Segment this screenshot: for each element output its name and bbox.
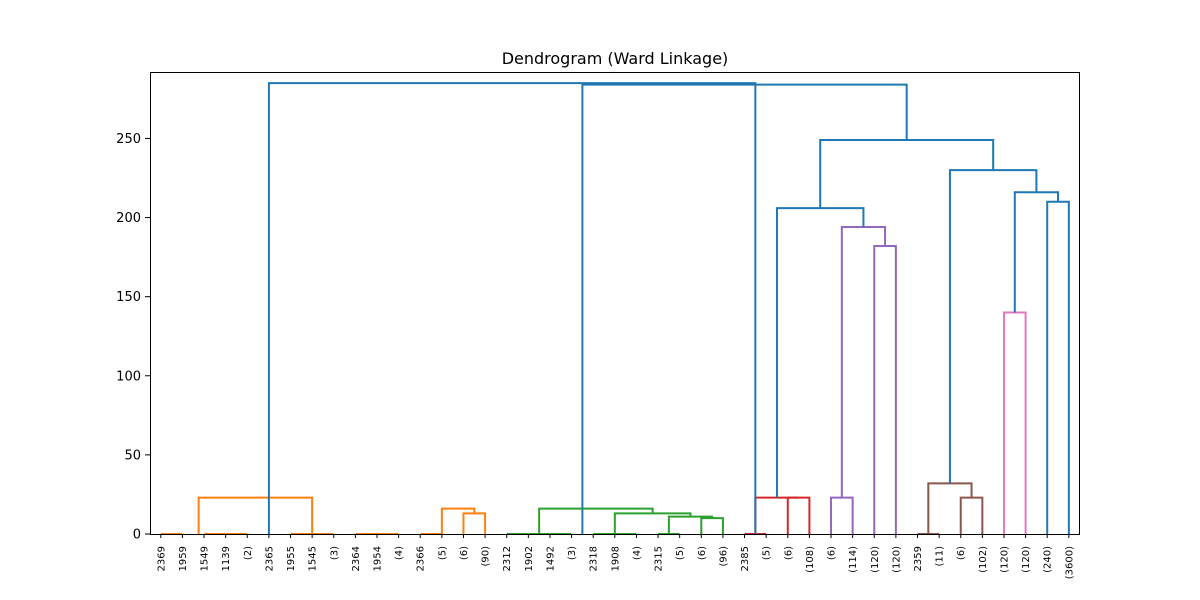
y-tick-label: 100: [116, 369, 141, 384]
leaf-label: (108): [805, 546, 816, 573]
leaf-label: (120): [999, 546, 1010, 573]
dendrogram-merge-link: [581, 83, 908, 534]
leaf-label: (6): [783, 546, 794, 560]
leaf-label: (240): [1043, 546, 1054, 573]
dendrogram-merge-link: [959, 496, 984, 534]
leaf-label: (5): [675, 546, 686, 560]
dendrogram-merge-link: [462, 512, 487, 534]
dendrogram-merge-link: [700, 517, 724, 534]
leaf-label: (114): [848, 546, 859, 573]
leaf-label: (102): [978, 546, 989, 573]
leaf-label: (5): [762, 546, 773, 560]
leaf-label: (4): [632, 546, 643, 560]
y-tick-label: 150: [116, 290, 141, 305]
leaf-label: 1139: [221, 546, 232, 571]
dendrogram-merge-link: [840, 226, 887, 498]
dendrogram-merge-link: [1002, 311, 1027, 534]
dendrogram-merge-link: [667, 515, 714, 534]
leaf-label: 1902: [524, 546, 535, 571]
y-axis: 0 50 100 150 200 250: [116, 132, 150, 543]
y-tick-label: 50: [124, 448, 141, 463]
leaf-label: (3600): [1064, 546, 1075, 579]
dendrogram-merge-link: [440, 507, 476, 534]
plot-frame: [150, 72, 1080, 535]
leaf-label: (6): [956, 546, 967, 560]
dendrogram-merge-link: [267, 82, 757, 534]
leaf-label: (120): [891, 546, 902, 573]
dendrogram-merge-link: [830, 496, 854, 534]
y-tick-label: 0: [133, 528, 141, 543]
leaf-label: 1492: [545, 546, 556, 571]
x-axis: 2369 1959 1549 1139 (2) 2365 1955 1545 (3) 2364 19…: [156, 534, 1075, 579]
dendrogram-merge-link: [819, 139, 995, 209]
leaf-label: 2365: [264, 546, 275, 571]
dendrogram-merge-link: [775, 207, 865, 498]
leaf-label: 1545: [308, 546, 319, 571]
leaf-label: 1549: [200, 546, 211, 571]
dendrogram-merge-link: [613, 512, 692, 534]
leaf-label: (90): [481, 546, 492, 567]
dendrogram-merge-link: [754, 496, 799, 534]
y-tick-label: 200: [116, 211, 141, 226]
leaf-label: (6): [697, 546, 708, 560]
dendrogram-merge-link: [873, 245, 897, 534]
leaf-label: 1959: [178, 546, 189, 571]
leaf-label: 2369: [156, 546, 167, 571]
dendrogram-merge-link: [948, 169, 1038, 484]
leaf-label: (2): [243, 546, 254, 560]
leaf-label: 1954: [373, 546, 384, 571]
dendrogram-merge-link: [197, 496, 314, 534]
leaf-label: 1955: [286, 546, 297, 571]
leaf-label: 2315: [654, 546, 665, 571]
leaf-label: 1908: [610, 546, 621, 571]
leaf-label: (3): [567, 546, 578, 560]
leaf-label: (6): [459, 546, 470, 560]
dendrogram-merge-link: [786, 496, 811, 534]
y-tick-label: 250: [116, 132, 141, 147]
leaf-label: (6): [827, 546, 838, 560]
dendrogram-merge-link: [927, 482, 973, 534]
dendrogram-merge-link: [538, 507, 654, 534]
leaf-label: 2312: [502, 546, 513, 571]
leaf-label: 2366: [416, 546, 427, 571]
dendrogram-links: [160, 82, 1070, 535]
dendrogram-merge-link: [1013, 191, 1060, 313]
leaf-label: 2364: [351, 546, 362, 571]
leaf-label: 2359: [913, 546, 924, 571]
leaf-label: (11): [935, 546, 946, 567]
leaf-label: 2318: [589, 546, 600, 571]
chart-title: Dendrogram (Ward Linkage): [502, 49, 729, 68]
leaf-label: (120): [1021, 546, 1032, 573]
leaf-label: (5): [437, 546, 448, 560]
leaf-label: (120): [870, 546, 881, 573]
leaf-label: (3): [329, 546, 340, 560]
leaf-label: (4): [394, 546, 405, 560]
leaf-label: (96): [718, 546, 729, 567]
leaf-label: 2385: [740, 546, 751, 571]
dendrogram-merge-link: [1046, 200, 1070, 534]
